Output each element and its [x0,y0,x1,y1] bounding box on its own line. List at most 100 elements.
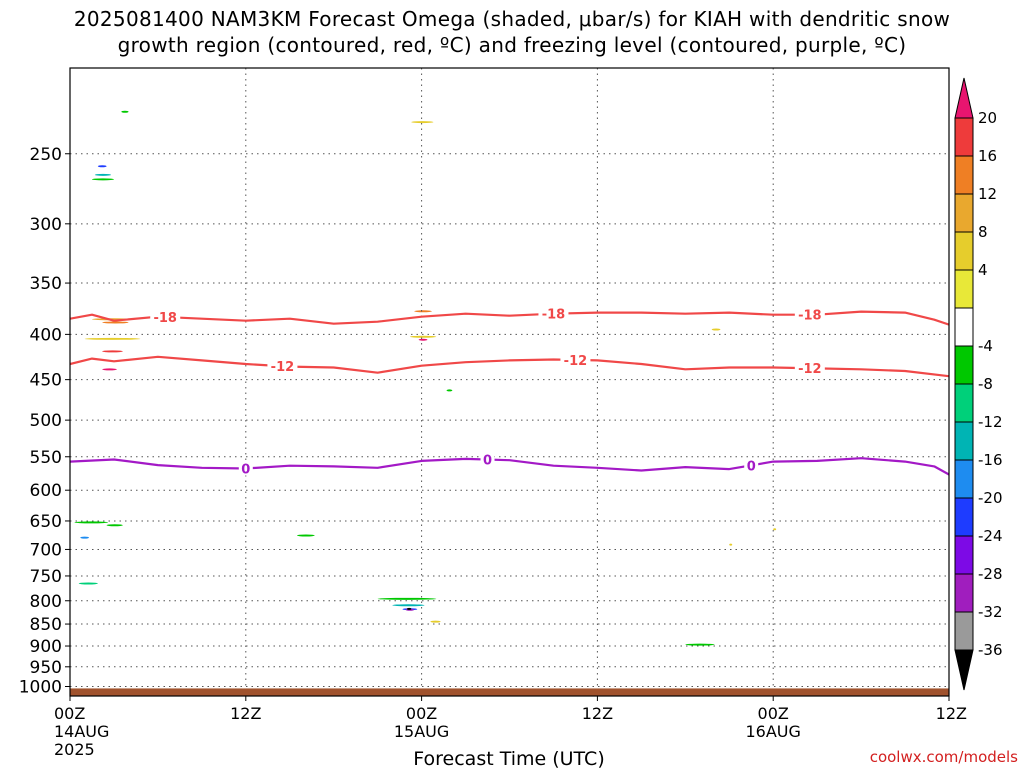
colorbar-box-1 [954,155,974,195]
y-tick-label-750: 750 [30,567,62,587]
omega-region-14 [411,121,434,124]
colorbar-box-10 [954,497,974,537]
x-tick-label-12: 12Z [230,704,261,723]
colorbar-label-11: -28 [978,565,1003,583]
y-tick-label-800: 800 [30,592,62,612]
omega-region-3 [84,337,141,340]
y-tick-label-850: 850 [30,615,62,635]
contour-label--12-0: -12 [271,360,295,375]
x-tick-label-36: 12Z [582,704,613,723]
x-tick-label-24: 00Z [406,704,437,723]
contour-line--18 [70,310,949,326]
omega-region-28 [773,528,777,531]
omega-region-15 [409,335,437,338]
omega-region-10 [97,165,107,168]
omega-region-24 [446,389,453,392]
y-tick-label-950: 950 [30,658,62,678]
colorbar-label-1: 16 [978,147,997,165]
y-tick-label-600: 600 [30,481,62,501]
colorbar-box-4 [954,269,974,309]
colorbar-box-2 [954,193,974,233]
omega-region-13 [297,534,315,537]
colorbar-box-6 [954,345,974,385]
contour-label-bg [794,307,825,322]
colorbar-label-2: 12 [978,185,997,203]
colorbar-label-13: -36 [978,641,1003,659]
x-year-label: 2025 [54,740,95,759]
colorbar: 20 16 12 8 4 -4 -8 -12 -16 -20 -24 -28 -32 -36 [954,77,1003,691]
x-date-label-24: 15AUG [394,722,449,741]
omega-region-18 [377,597,437,600]
y-tick-label-250: 250 [30,145,62,165]
omega-region-5 [102,321,129,324]
x-tick-label-0: 00Z [54,704,85,723]
colorbar-label-3: 8 [978,223,988,241]
omega-region-11 [121,110,129,113]
omega-region-16 [414,310,432,313]
omega-region-23 [430,620,441,623]
contour-label-bg [794,361,825,376]
omega-region-26 [685,643,715,646]
contour-label-bg [238,461,253,476]
y-tick-label-900: 900 [30,637,62,657]
contour-label-bg [538,306,569,321]
terrain-fill [70,688,949,696]
y-tick-label-700: 700 [30,540,62,560]
colorbar-box-11 [954,535,974,575]
colorbar-label-6: -8 [978,375,993,393]
omega-region-25 [711,328,721,331]
contour-label-0-0: 0 [241,462,250,477]
omega-region-8 [91,178,114,181]
y-tick-label-550: 550 [30,448,62,468]
contour-label--12-1: -12 [564,354,588,369]
title-line-1: 2025081400 NAM3KM Forecast Omega (shaded… [73,7,951,31]
omega-region-12 [106,524,123,527]
y-tick-label-300: 300 [30,215,62,235]
contour-label-0-2: 0 [747,459,756,474]
y-tick-label-1000: 1000 [19,678,62,698]
colorbar-bottom-arrow [954,649,974,691]
contour-label--18-1: -18 [542,308,566,323]
colorbar-box-0 [954,117,974,157]
omega-region-22 [406,607,412,610]
x-axis-title: Forecast Time (UTC) [413,748,604,768]
omega-region-17 [418,338,428,341]
contour-line-0 [70,457,949,476]
colorbar-box-9 [954,459,974,499]
omega-region-7 [102,368,117,371]
y-tick-label-400: 400 [30,325,62,345]
omega-shading [74,110,777,646]
colorbar-label-10: -24 [978,527,1003,545]
colorbar-top-arrow [954,77,974,119]
y-tick-label-650: 650 [30,512,62,532]
x-date-label-48: 16AUG [745,722,800,741]
omega-region-1 [78,582,98,585]
contour-label--18-2: -18 [798,309,822,324]
x-tick-label-60: 12Z [936,704,967,723]
x-tick-label-48: 00Z [758,704,789,723]
chart-title: 2025081400 NAM3KM Forecast Omega (shaded… [0,6,1024,58]
y-tick-label-500: 500 [30,411,62,431]
x-date-label-0: 14AUG [54,722,109,741]
y-tick-label-450: 450 [30,371,62,391]
colorbar-box-7 [954,383,974,423]
contour-label--12-2: -12 [798,362,822,377]
colorbar-box-3 [954,231,974,271]
site-credit: coolwx.com/models [869,748,1018,766]
contour-label--18-0: -18 [153,311,177,326]
contour-label-bg [267,359,298,374]
ground-surface [70,688,949,696]
contour-label-bg [744,458,759,473]
colorbar-label-5: -4 [978,337,993,355]
contour-label-bg [560,352,591,367]
colorbar-label-12: -32 [978,603,1003,621]
colorbar-box-8 [954,421,974,461]
contour-label-0-1: 0 [483,454,492,469]
colorbar-box-5 [954,307,974,347]
title-line-2: growth region (contoured, red, ºC) and f… [117,33,907,57]
colorbar-box-12 [954,573,974,613]
temperature-contours: -18 -18 -18 -12 -12 -12 0 0 0 [70,306,949,477]
colorbar-box-13 [954,611,974,651]
